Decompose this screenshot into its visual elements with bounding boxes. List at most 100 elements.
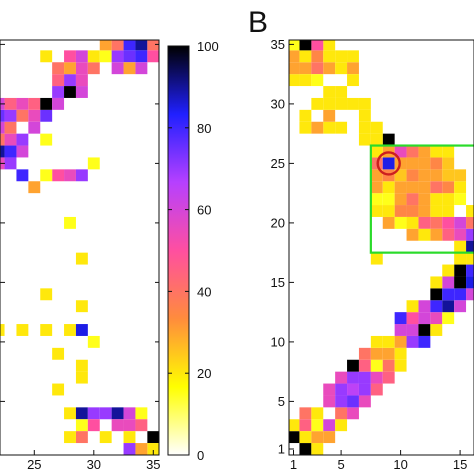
heatmap-cell (323, 395, 336, 408)
heatmap-cell (406, 169, 419, 182)
heatmap-cell (382, 181, 395, 194)
heatmap-cell (40, 133, 53, 146)
heatmap-cell (370, 193, 383, 206)
heatmap-cell (382, 205, 395, 217)
heatmap-cell (370, 359, 383, 372)
heatmap-cell (323, 121, 336, 134)
heatmap-cell (406, 157, 419, 170)
heatmap-cell (75, 300, 88, 313)
heatmap-cell (358, 371, 371, 384)
heatmap-cell (4, 121, 17, 134)
colorbar-tick-label: 100 (197, 39, 219, 54)
heatmap-cell (466, 205, 474, 217)
heatmap-cell (454, 264, 467, 277)
heatmap-cell (370, 252, 383, 265)
heatmap-cell (64, 74, 76, 87)
heatmap-cell (64, 62, 76, 75)
heatmap-cell (347, 383, 359, 396)
heatmap-cell (430, 276, 443, 289)
heatmap-cell (358, 359, 371, 372)
heatmap-cell (75, 371, 88, 384)
heatmap-cell (52, 347, 65, 360)
heatmap-cell (52, 86, 65, 98)
heatmap-cell (418, 205, 431, 217)
heatmap-cell (394, 347, 407, 360)
heatmap-cell (52, 74, 65, 87)
heatmap-cell (466, 216, 474, 229)
heatmap-cell (87, 335, 100, 348)
heatmap-cell (442, 145, 455, 158)
heatmap-cell (347, 371, 359, 384)
heatmap-cell (64, 407, 76, 420)
heatmap-cell (394, 359, 407, 372)
heatmap-cell (382, 347, 395, 360)
heatmap-cell (16, 109, 29, 122)
x-tick-label: 1 (290, 457, 297, 472)
heatmap-cell (299, 121, 312, 134)
heatmap-cell (442, 157, 455, 170)
heatmap-cell (406, 205, 419, 217)
heatmap-cell (0, 324, 5, 336)
heatmap-cell (52, 62, 65, 75)
heatmap-cell (323, 50, 336, 63)
heatmap-cell (406, 335, 419, 348)
heatmap-cell (323, 40, 336, 51)
heatmap-cell (358, 383, 371, 396)
y-tick-label: 10 (271, 334, 285, 349)
heatmap-cell (64, 169, 76, 182)
heatmap-cell (147, 40, 159, 51)
heatmap-cell (311, 443, 324, 455)
heatmap-cell (289, 50, 300, 63)
heatmap-cell (40, 169, 53, 182)
heatmap-cell (147, 50, 159, 63)
heatmap-cell (311, 50, 324, 63)
heatmap-cell (454, 240, 467, 253)
heatmap-cell (406, 193, 419, 206)
heatmap-cell (147, 431, 159, 444)
heatmap-cell (123, 40, 136, 51)
heatmap-cell (370, 383, 383, 396)
colorbar-tick-label: 40 (197, 284, 211, 299)
heatmap-cell (347, 97, 359, 110)
heatmap-cell (335, 371, 348, 384)
heatmap-cell (311, 97, 324, 110)
colorbar-tick-label: 0 (197, 448, 204, 463)
heatmap-cell (347, 74, 359, 87)
highlight-circle (376, 151, 401, 176)
heatmap-cell (75, 169, 88, 182)
heatmap-cell (311, 74, 324, 87)
heatmap-cell (394, 193, 407, 206)
heatmap-cell (64, 216, 76, 229)
heatmap-cell (135, 50, 148, 63)
heatmap-cell (370, 205, 383, 217)
heatmap-cell (289, 40, 300, 51)
heatmap-cell (40, 109, 53, 122)
heatmap-cell (406, 312, 419, 325)
heatmap-cell (442, 216, 455, 229)
heatmap-cell (430, 181, 443, 194)
highlight-rectangle (369, 144, 474, 254)
heatmap-cell (370, 347, 383, 360)
heatmap-cell (111, 40, 124, 51)
heatmap-cell (28, 109, 41, 122)
heatmap-cell (418, 193, 431, 206)
heatmap-cell (311, 62, 324, 75)
heatmap-cell (370, 133, 383, 146)
heatmap-cell (335, 97, 348, 110)
heatmap-cell (16, 324, 29, 336)
heatmap-cell (299, 50, 312, 63)
heatmap-cell (299, 431, 312, 444)
heatmap-cell (442, 228, 455, 241)
heatmap-cell (16, 145, 29, 158)
heatmap-cell (87, 419, 100, 432)
heatmap-cell (28, 181, 41, 194)
heatmap-cell (358, 347, 371, 360)
heatmap-cell (430, 228, 443, 241)
heatmap-cell (135, 419, 148, 432)
y-tick-label: 1 (278, 442, 285, 457)
heatmap-cell (406, 300, 419, 313)
heatmap-cell (111, 419, 124, 432)
heatmap-cell (289, 419, 300, 432)
heatmap-cell (347, 407, 359, 420)
